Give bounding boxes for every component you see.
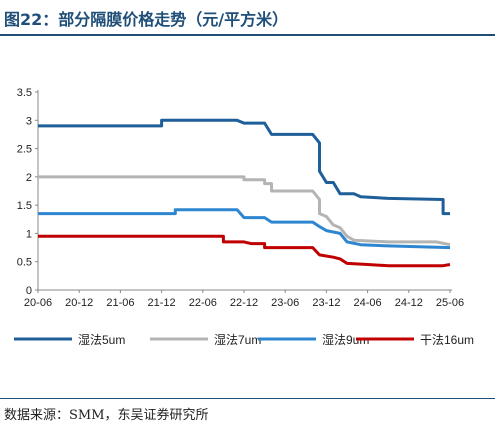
series-line-2 xyxy=(38,175,451,247)
chart-axes: 0 0.5 1 1.5 2 2.5 3 3.5 20-06 20-12 21-06 21-12 22-0… xyxy=(17,87,464,309)
series-line-3 xyxy=(38,208,451,250)
legend-label-2: 湿法7um xyxy=(214,332,261,347)
x-tick-label: 21-06 xyxy=(106,297,134,309)
legend-label-1: 湿法5um xyxy=(78,332,125,347)
y-tick-label: 3.5 xyxy=(17,87,32,99)
title-divider xyxy=(0,34,495,36)
x-tick-label: 22-12 xyxy=(230,297,258,309)
legend-label-4: 干法16um xyxy=(420,333,474,347)
y-tick-label: 0 xyxy=(26,285,32,297)
x-tick-label: 24-12 xyxy=(395,297,423,309)
y-tick-label: 2 xyxy=(26,172,32,184)
chart-series xyxy=(38,118,451,268)
y-tick-label: 1 xyxy=(26,228,32,240)
source-divider xyxy=(0,398,495,399)
source-note: 数据来源：SMM，东吴证券研究所 xyxy=(4,408,209,423)
y-tick-label: 0.5 xyxy=(17,257,32,269)
figure-title: 图22：部分隔膜价格走势（元/平方米） xyxy=(4,10,289,29)
x-tick-label: 22-06 xyxy=(189,297,217,309)
y-tick-label: 3 xyxy=(26,115,32,127)
x-tick-label: 21-12 xyxy=(148,297,176,309)
x-tick-label: 24-06 xyxy=(354,297,382,309)
x-tick-label: 23-12 xyxy=(312,297,340,309)
legend-label-3: 湿法9um xyxy=(322,332,369,347)
y-tick-label: 2.5 xyxy=(17,144,32,156)
price-line-chart: 0 0.5 1 1.5 2 2.5 3 3.5 20-06 20-12 21-06 21-12 22-0… xyxy=(14,87,474,347)
x-tick-label: 23-06 xyxy=(271,297,299,309)
series-line-4 xyxy=(38,234,451,268)
series-line-1 xyxy=(38,118,450,216)
x-tick-label: 20-06 xyxy=(24,297,52,309)
chart-legend: 湿法5um 湿法7um 湿法9um 干法16um xyxy=(14,332,474,347)
y-tick-label: 1.5 xyxy=(17,200,32,212)
x-tick-label: 25-06 xyxy=(436,297,464,309)
x-tick-label: 20-12 xyxy=(65,297,93,309)
